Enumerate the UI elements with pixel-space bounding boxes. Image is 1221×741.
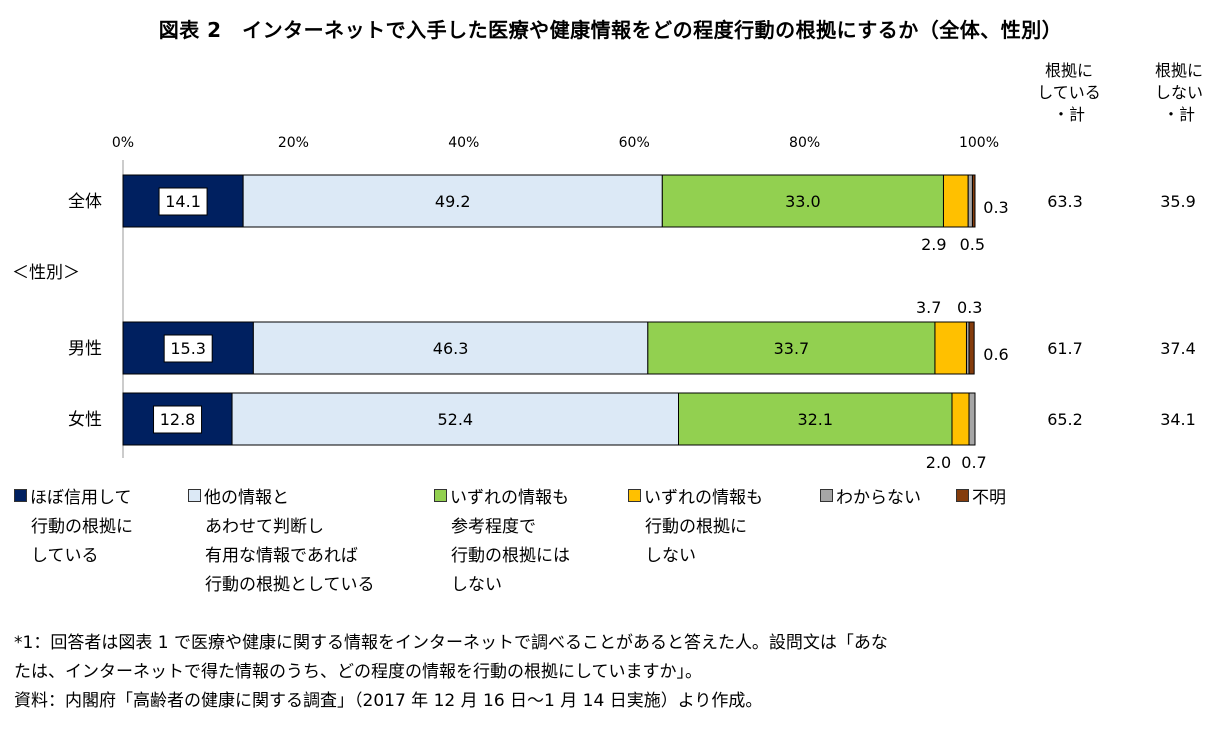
value-label: 0.7 (961, 453, 986, 472)
bar-segment (942, 174, 969, 228)
value-label: 15.3 (170, 339, 206, 358)
x-tick-label: 40% (448, 135, 479, 151)
legend-label: いずれの情報も (628, 484, 763, 513)
value-label: 49.2 (435, 192, 471, 211)
category-label: 全体 (68, 192, 102, 212)
value-label-box (163, 334, 213, 363)
summary-value-yes: 63.3 (1047, 192, 1083, 211)
value-label-box (158, 187, 208, 216)
summary-value-yes: 65.2 (1047, 410, 1083, 429)
bar-segment (242, 174, 663, 228)
legend-swatch (820, 489, 833, 502)
legend-label: 参考程度で (451, 517, 536, 537)
value-label-box (153, 405, 203, 434)
value-label: 33.0 (785, 192, 821, 211)
bar-segment (971, 174, 976, 228)
value-label: 0.3 (983, 198, 1008, 217)
legend-label: しない (451, 575, 502, 595)
x-tick-label: 100% (959, 135, 999, 151)
summary-value-yes: 61.7 (1047, 339, 1083, 358)
chart-title: 図表 2 インターネットで入手した医療や健康情報をどの程度行動の根拠にするか（全… (158, 18, 1063, 42)
bar-segment (934, 321, 967, 375)
legend-swatch (14, 489, 27, 502)
note-line: 資料：内閣府「高齢者の健康に関する調査」（2017 年 12 月 16 日～1 … (14, 691, 763, 711)
summary-value-no: 35.9 (1160, 192, 1196, 211)
legend-label: わからない (820, 484, 921, 513)
legend-label: あわせて判断し (205, 517, 324, 537)
summary-value-no: 37.4 (1160, 339, 1196, 358)
legend-label: しない (645, 546, 696, 566)
legend-label: 有用な情報であれば (205, 546, 358, 566)
value-label: 0.3 (957, 298, 982, 317)
summary-header-yes: 根拠に している ・計 (1037, 61, 1101, 124)
value-label: 2.0 (926, 453, 951, 472)
category-label: 男性 (68, 339, 102, 359)
summary-header-no: 根拠に しない ・計 (1154, 61, 1203, 124)
bar-segment (647, 321, 936, 375)
value-label: 12.8 (160, 410, 196, 429)
value-label: 0.6 (983, 345, 1008, 364)
legend-swatch (434, 489, 447, 502)
legend-swatch (956, 489, 969, 502)
legend-label: 行動の根拠としている (205, 575, 375, 595)
summary-value-no: 34.1 (1160, 410, 1196, 429)
x-tick-label: 60% (619, 135, 650, 151)
note-line: *1：回答者は図表 1 で医療や健康に関する情報をインターネットで調べることがあ… (14, 633, 888, 653)
legend-swatch (188, 489, 201, 502)
value-label: 14.1 (165, 192, 201, 211)
legend-label: 行動の根拠に (645, 517, 747, 537)
value-label: 52.4 (437, 410, 473, 429)
bar-segment (231, 392, 680, 446)
group-label: ＜性別＞ (12, 263, 80, 283)
value-label: 2.9 (921, 235, 946, 254)
value-label: 46.3 (433, 339, 469, 358)
legend-item: いずれの情報も行動の根拠に しない (628, 484, 763, 571)
value-label: 33.7 (774, 339, 810, 358)
legend-item: ほぼ信用して行動の根拠に している (14, 484, 133, 571)
stacked-bar-chart: 0% 20% 40% 60% 80% 100% ＜性別＞ 全体 14.1 49.2 33.0 2.9 0… (12, 135, 1196, 472)
legend-label: している (31, 546, 99, 566)
legend-label: ほぼ信用して (14, 484, 133, 513)
footnotes: *1：回答者は図表 1 で医療や健康に関する情報をインターネットで調べることがあ… (14, 629, 1214, 716)
bar-segment (968, 392, 976, 446)
bar-segment (968, 321, 975, 375)
legend-label: 不明 (956, 484, 1006, 513)
legend-item: 他の情報とあわせて判断し有用な情報であれば 行動の根拠としている (188, 484, 375, 600)
legend-label: いずれの情報も (434, 484, 570, 513)
bar-segment (678, 392, 953, 446)
bar-segment (951, 392, 970, 446)
legend-label: 行動の根拠には (451, 546, 570, 566)
legend-label: 他の情報と (188, 484, 375, 513)
legend-item: わからない (820, 484, 921, 513)
category-label: 女性 (68, 410, 102, 430)
bar-segment (252, 321, 649, 375)
note-line: たは、インターネットで得た情報のうち、どの程度の情報を行動の根拠にしていますか」… (14, 662, 702, 682)
value-label: 0.5 (960, 235, 985, 254)
legend-label: 行動の根拠に (31, 517, 133, 537)
x-tick-label: 0% (112, 135, 134, 151)
legend-item: 不明 (956, 484, 1006, 513)
bar-segment (967, 174, 973, 228)
legend-swatch (628, 489, 641, 502)
x-tick-label: 80% (789, 135, 820, 151)
value-label: 32.1 (797, 410, 833, 429)
value-label: 3.7 (916, 298, 941, 317)
legend-item: いずれの情報も参考程度で行動の根拠には しない (434, 484, 570, 600)
x-tick-label: 20% (278, 135, 309, 151)
